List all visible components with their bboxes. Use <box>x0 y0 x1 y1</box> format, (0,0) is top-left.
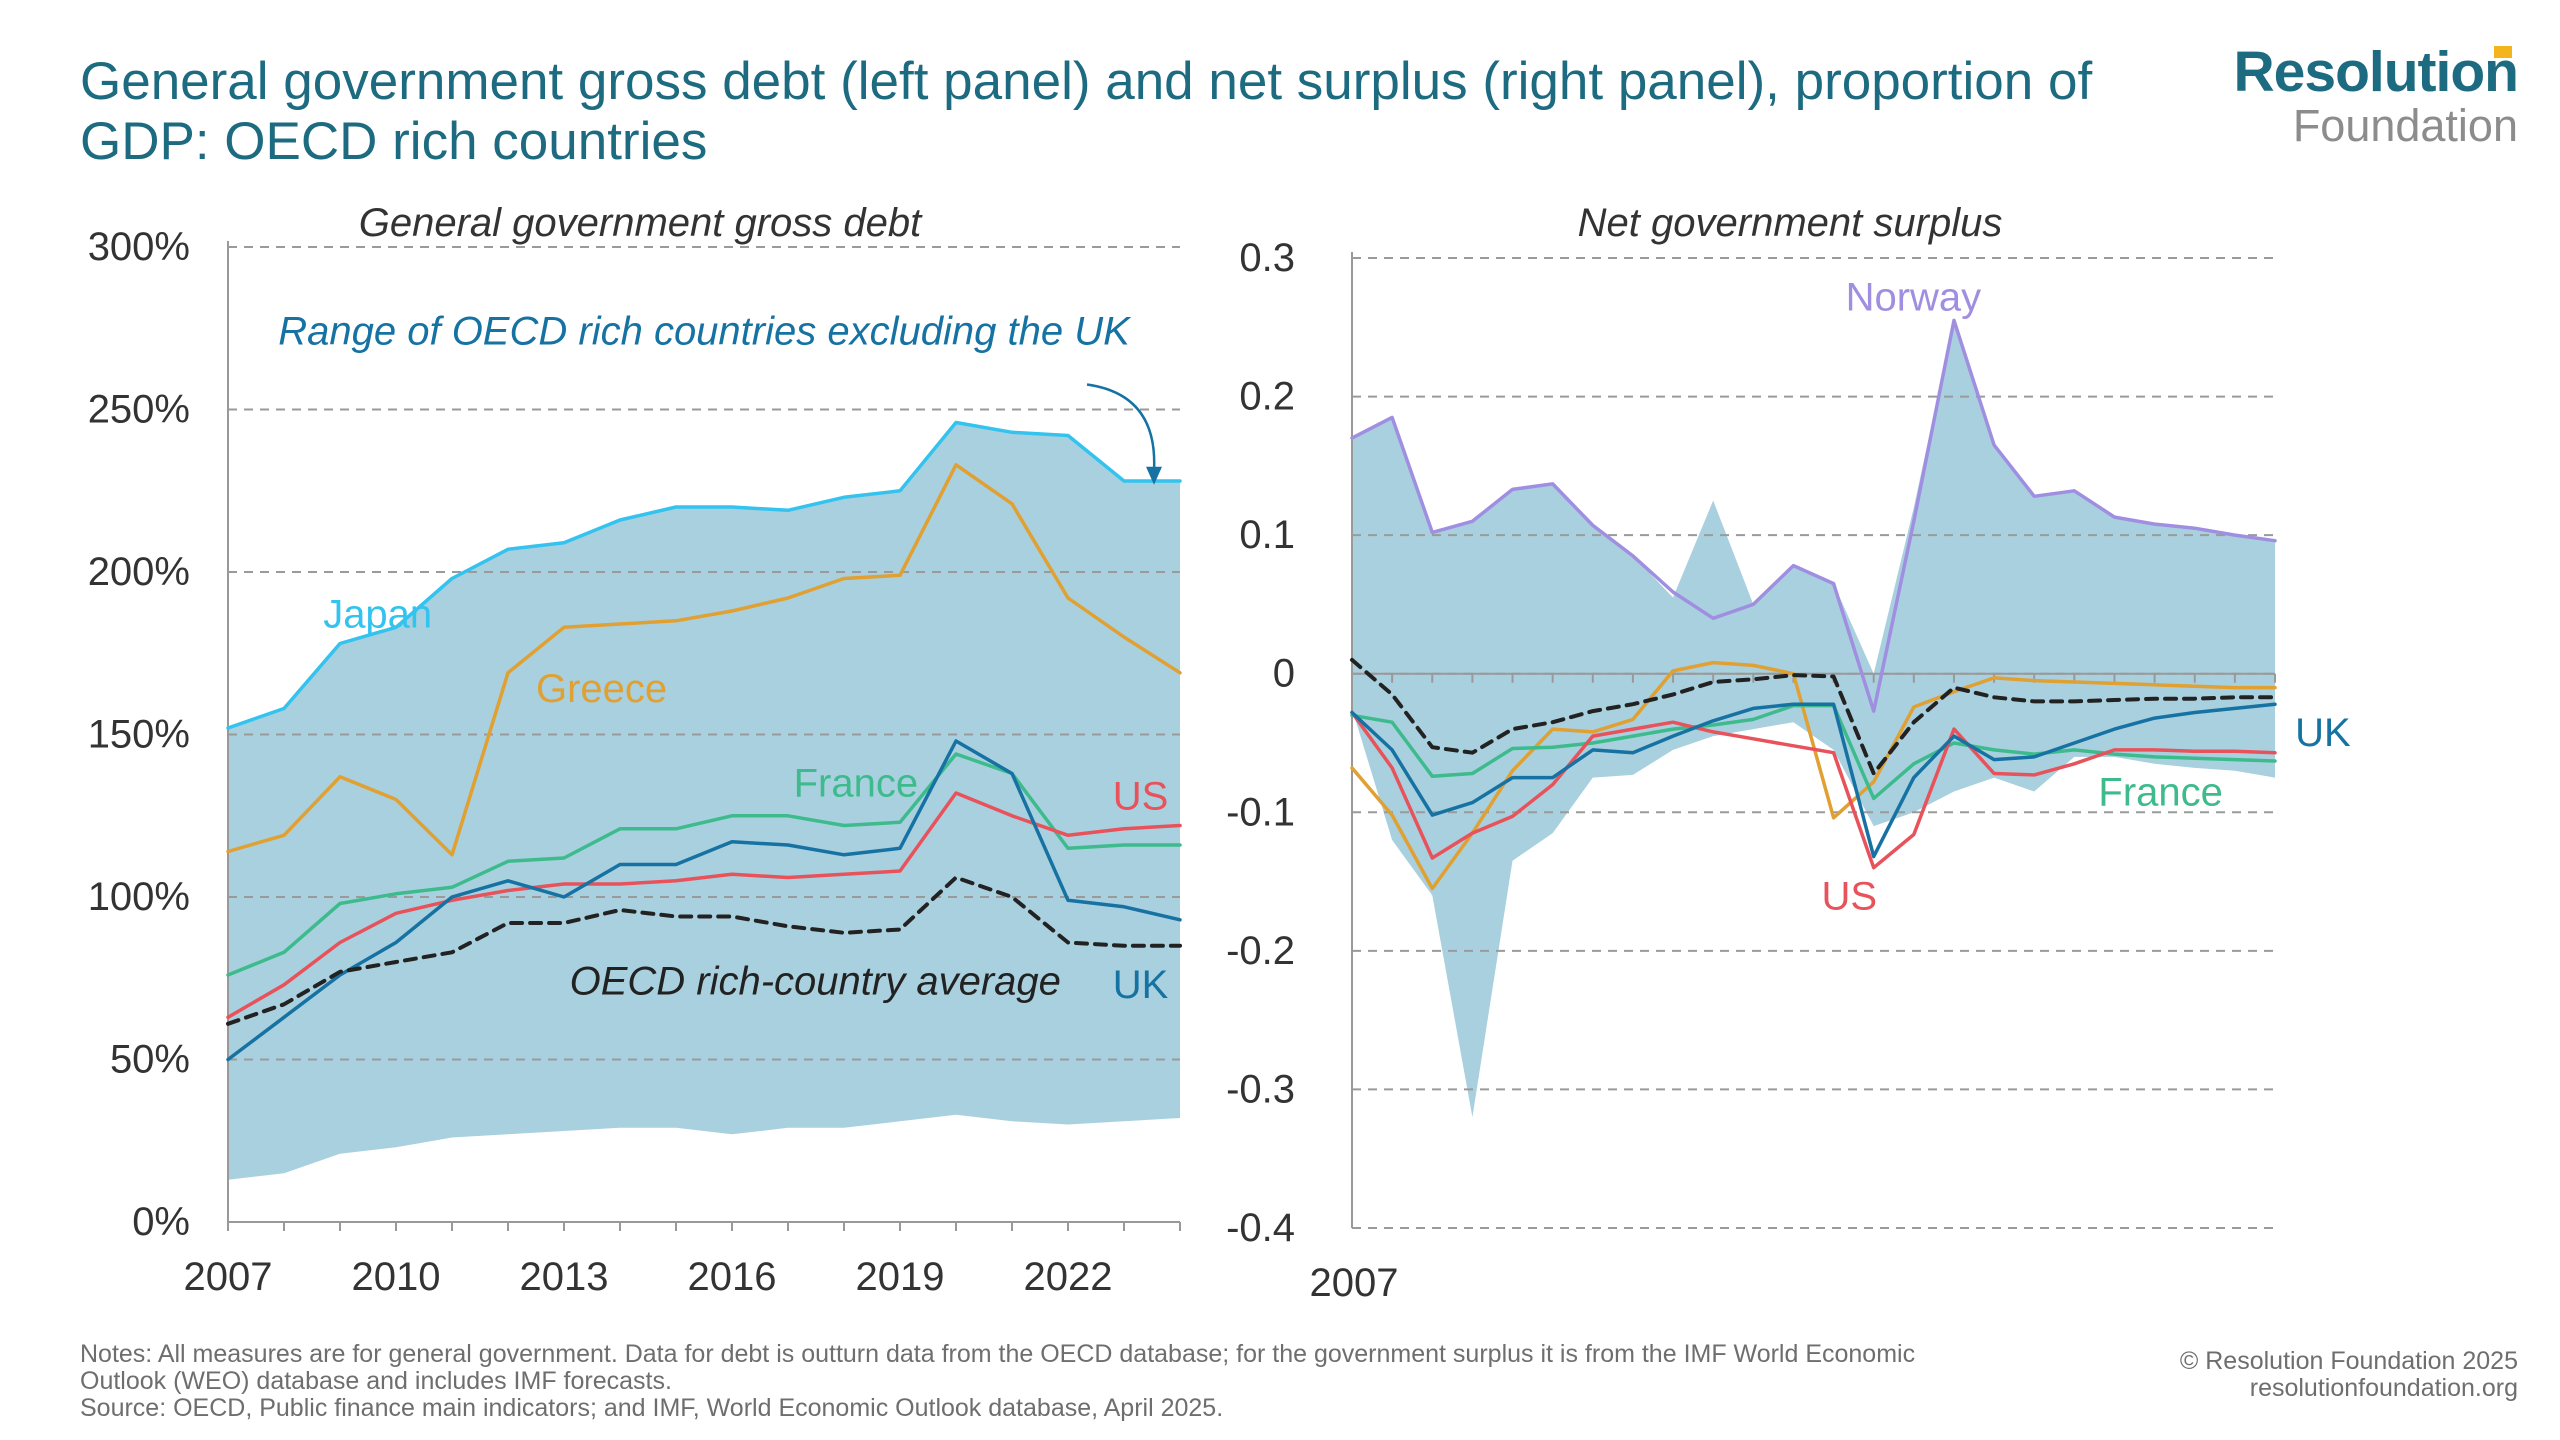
series-line-uk <box>226 739 1182 1062</box>
copyright-text: © Resolution Foundation 2025 <box>2179 1347 2518 1375</box>
range-band <box>1352 320 2275 1118</box>
series-label-france: France <box>794 761 919 805</box>
series-label-france: France <box>2098 770 2223 814</box>
series-line-france <box>226 752 1182 977</box>
chart-notes: Notes: All measures are for general gove… <box>80 1341 2080 1422</box>
x-tick-label: 2022 <box>1024 1255 1113 1299</box>
y-tick-label: 50% <box>110 1038 190 1082</box>
y-tick-label: 0.2 <box>1239 375 1295 419</box>
y-tick-label: 100% <box>88 875 190 919</box>
resolution-foundation-logo: Resolution Foundation <box>2234 42 2519 150</box>
x-tick-label: 2010 <box>352 1255 441 1299</box>
x-tick-label: 2007 <box>184 1255 273 1299</box>
chart-title: General government gross debt (left pane… <box>80 52 2093 171</box>
chart-credits: © Resolution Foundation 2025 resolutionf… <box>2180 1348 2518 1402</box>
y-tick-label: 0 <box>1273 652 1295 696</box>
series-line-oecd-rich-country-average <box>226 875 1182 1026</box>
y-tick-label: 0.3 <box>1239 236 1295 280</box>
y-tick-label: -0.1 <box>1226 790 1295 834</box>
range-band <box>228 422 1180 1180</box>
y-tick-label: 250% <box>88 388 190 432</box>
annotation-arrowhead <box>1146 466 1162 485</box>
x-tick-label: 2007 <box>1310 1261 1399 1305</box>
annotation-arrow <box>1086 383 1156 471</box>
y-tick-label: 300% <box>88 225 190 269</box>
series-line-uk <box>1350 702 2277 859</box>
website-text: resolutionfoundation.org <box>2249 1374 2518 1402</box>
series-label-uk: UK <box>2295 711 2351 755</box>
y-tick-label: -0.2 <box>1226 929 1295 973</box>
series-label-us: US <box>1822 874 1878 918</box>
series-line-us <box>226 791 1182 1020</box>
series-label-oecd-rich-country-average: OECD rich-country average <box>570 960 1061 1004</box>
notes-line-2: Outlook (WEO) database and includes IMF … <box>80 1367 672 1395</box>
logo-accent-mark <box>2494 46 2512 58</box>
panel-title: Net government surplus <box>1578 201 2003 245</box>
logo-line-2: Foundation <box>2292 100 2518 151</box>
series-label-japan: Japan <box>323 592 432 636</box>
series-label-norway: Norway <box>1846 276 1982 320</box>
notes-line-1: Notes: All measures are for general gove… <box>80 1340 1916 1368</box>
series-label-us: US <box>1113 774 1169 818</box>
x-tick-label: 2013 <box>520 1255 609 1299</box>
y-tick-label: 150% <box>88 713 190 757</box>
y-tick-label: 0.1 <box>1239 513 1295 557</box>
x-tick-label: 2019 <box>856 1255 945 1299</box>
series-label-greece: Greece <box>536 667 667 711</box>
surplus-panel: Net government surplus -0.4 -0.3 -0.2 -0.1 0 0… <box>1226 201 2351 1305</box>
logo-line-1: Resolution <box>2233 40 2519 104</box>
source-line: Source: OECD, Public finance main indica… <box>80 1394 1224 1422</box>
debt-panel: General government gross debt 0% 50% 100% 15… <box>88 201 1182 1299</box>
x-tick-label: 2016 <box>688 1255 777 1299</box>
series-line-japan <box>226 420 1182 730</box>
panel-title: General government gross debt <box>359 201 923 245</box>
series-line-us <box>1350 710 2277 870</box>
y-tick-label: 0% <box>132 1200 190 1244</box>
range-annotation: Range of OECD rich countries excluding t… <box>278 310 1132 354</box>
series-line-norway <box>1350 318 2277 713</box>
y-tick-label: -0.3 <box>1226 1067 1295 1111</box>
series-label-uk: UK <box>1113 963 1169 1007</box>
series-line-greece <box>226 463 1182 857</box>
series-line-oecd-rich-country-average <box>1350 657 2277 776</box>
y-tick-label: 200% <box>88 550 190 594</box>
y-tick-label: -0.4 <box>1226 1206 1295 1250</box>
